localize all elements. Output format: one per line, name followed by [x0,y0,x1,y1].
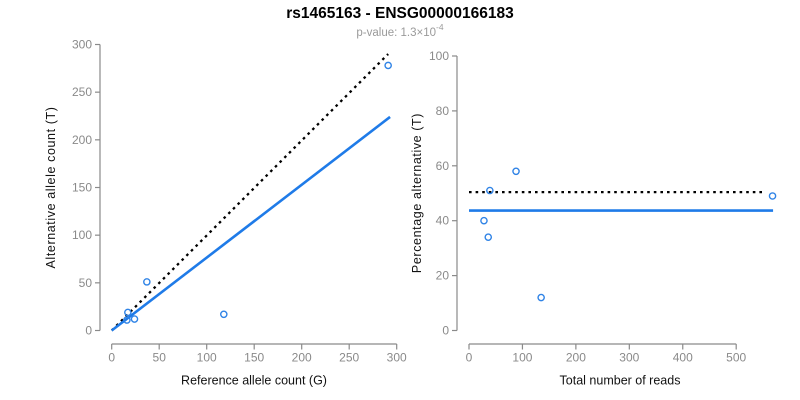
data-point [484,233,493,241]
x-tick-label: 100 [512,351,532,365]
y-tick-label: 150 [72,181,92,195]
y-tick-label: 300 [72,38,92,52]
x-tick-label: 250 [339,351,359,365]
regression-line [110,115,391,332]
left-scatter-panel: Reference allele count (G) Alternative a… [44,38,407,388]
figure-title: rs1465163 - ENSG00000166183 [286,5,514,22]
data-point [480,216,488,225]
x-tick-label: 150 [244,351,264,365]
p-value-exponent: -4 [436,22,444,32]
data-point [486,186,494,195]
y-tick-label: 100 [429,49,449,63]
data-point [512,167,520,176]
y-tick-label: 40 [436,214,450,228]
right-scatter-panel: Total number of reads Percentage alterna… [410,49,777,388]
figure-subtitle: p-value: 1.3×10-4 [0,22,800,39]
y-tick-label: 0 [442,324,449,338]
data-point [130,315,139,323]
data-point [219,310,228,319]
x-tick-label: 200 [292,351,312,365]
x-tick-label: 0 [108,351,115,365]
y-tick-label: 50 [79,276,93,290]
x-tick-label: 200 [566,351,586,365]
data-point [123,316,131,324]
right-x-axis-title: Total number of reads [560,374,681,388]
x-tick-label: 100 [197,351,217,365]
data-point [143,278,151,286]
right-y-axis-title: Percentage alternative (T) [410,113,424,273]
y-tick-label: 80 [436,104,450,118]
identity-line [110,53,389,332]
x-tick-label: 500 [726,351,746,365]
data-point [768,192,777,200]
x-tick-label: 300 [619,351,639,365]
p-value-text: p-value: 1.3×10 [356,26,437,39]
y-tick-label: 100 [72,228,92,242]
data-point [537,293,545,302]
left-y-axis-title: Alternative allele count (T) [44,106,58,268]
x-tick-label: 300 [387,351,407,365]
y-tick-label: 20 [436,269,450,283]
y-tick-label: 0 [85,324,92,338]
y-tick-label: 200 [72,133,92,147]
data-point [124,308,132,317]
data-point [384,61,392,70]
left-x-axis-title: Reference allele count (G) [181,374,327,388]
x-tick-label: 0 [466,351,473,365]
x-tick-label: 50 [153,351,167,365]
y-tick-label: 60 [436,159,450,173]
x-tick-label: 400 [673,351,693,365]
y-tick-label: 250 [72,85,92,99]
